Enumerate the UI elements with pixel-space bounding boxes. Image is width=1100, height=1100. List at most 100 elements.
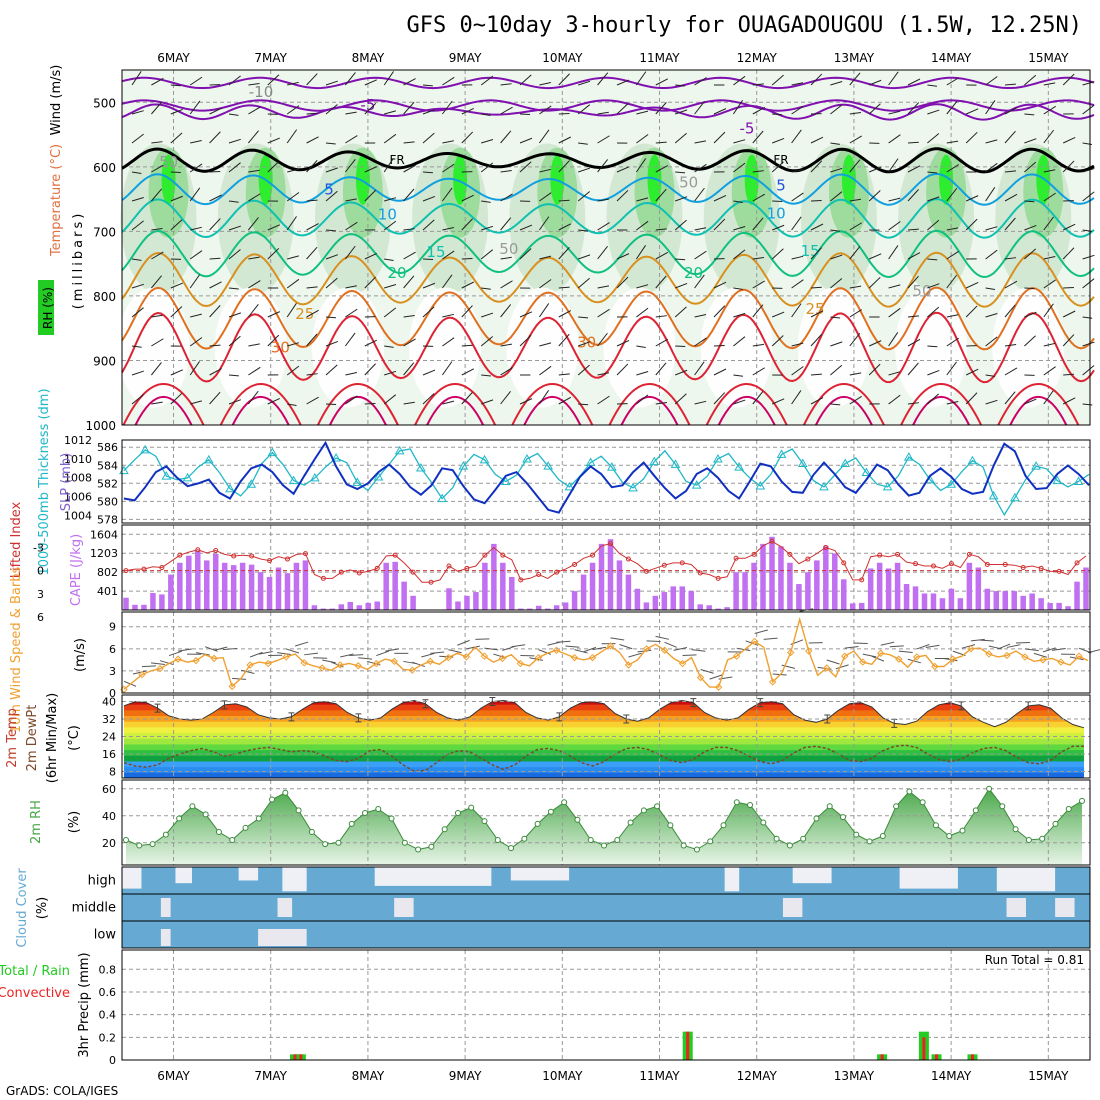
wind-barb — [675, 369, 688, 376]
thickness-point — [1010, 492, 1020, 502]
date-label-bottom: 6MAY — [157, 1069, 190, 1083]
wind-barb — [364, 189, 377, 202]
precip-frame — [121, 949, 1091, 1061]
wind-barb — [248, 217, 259, 231]
wind-barb — [325, 167, 339, 173]
temp-band — [122, 693, 1090, 699]
rh-point — [428, 843, 435, 850]
wind-barb — [1043, 82, 1056, 86]
cloud-clear-low — [258, 929, 307, 946]
wind-barb — [1043, 105, 1056, 115]
wind-barb — [306, 286, 318, 289]
cape-bar — [1056, 602, 1062, 610]
pressure-tick-label: 600 — [93, 161, 116, 175]
wind-speed-point — [444, 653, 453, 662]
wind-barb-10m — [709, 674, 723, 680]
cape-bar — [446, 588, 452, 610]
wind-barb — [830, 364, 843, 376]
wind-barb — [442, 227, 454, 231]
wind-barb — [558, 310, 572, 318]
precip-convective-bar — [299, 1054, 303, 1060]
temp-tick-label: 8 — [109, 765, 116, 778]
wind-barb — [752, 170, 764, 173]
wind-barb-10m — [457, 639, 470, 646]
wind-barb — [752, 256, 764, 260]
wind-barb — [713, 392, 726, 405]
wind-barb-10m — [412, 661, 426, 668]
wind-barb — [791, 279, 804, 289]
wind-barb — [306, 136, 319, 144]
slp-tick-label: 1012 — [64, 434, 92, 447]
cape-bar — [876, 562, 883, 610]
cape-bar — [751, 562, 757, 610]
temp-minmax-bar — [221, 700, 228, 710]
cape-tick-label: 1203 — [90, 547, 118, 560]
wind-barb — [965, 218, 978, 231]
lifted-index-point — [518, 577, 524, 583]
wind-barb-10m — [511, 644, 526, 648]
wind-barb — [655, 362, 667, 376]
wind-barb — [830, 278, 843, 289]
wind-barb — [519, 137, 533, 144]
cape-bar — [1002, 591, 1009, 610]
wind-barb — [597, 135, 610, 144]
wind-barb — [170, 306, 183, 318]
cape-bar — [455, 601, 461, 610]
wind-barb — [422, 306, 435, 318]
wind-barb-10m — [907, 658, 922, 664]
precip-tick-label: 0.2 — [99, 1031, 117, 1044]
wind-barb — [636, 345, 646, 349]
wind-barb — [287, 168, 299, 173]
thickness-tick-label: 584 — [97, 459, 118, 472]
wind-barb — [325, 254, 339, 260]
wind-barb — [810, 334, 822, 347]
wind-barb — [577, 364, 590, 376]
isotherm-arc — [122, 383, 205, 426]
wind-barb — [868, 103, 881, 115]
thickness-point — [352, 477, 363, 486]
wind-barb — [985, 76, 998, 86]
wind-barb — [558, 136, 572, 144]
wind-barb — [539, 105, 552, 115]
date-label-top: 12MAY — [737, 51, 778, 65]
precip-convective-bar — [293, 1054, 297, 1060]
wind-barb — [927, 196, 940, 202]
temp-band — [124, 726, 1084, 734]
wind-barb — [946, 227, 959, 231]
wind-barb — [1062, 160, 1075, 173]
wind-barb — [461, 194, 475, 202]
wind-barb-10m — [295, 641, 309, 647]
wind-speed-point — [1021, 653, 1029, 661]
wind-barb — [170, 84, 181, 87]
wind-speed-point — [678, 659, 687, 668]
date-label-top: 15MAY — [1028, 51, 1069, 65]
wind-barb — [1062, 223, 1076, 231]
footer-credit: GrADS: COLA/IGES — [6, 1084, 118, 1098]
cape-bar — [661, 592, 668, 610]
thickness-point — [203, 454, 214, 464]
wind-speed-point — [931, 662, 939, 671]
lifted-index-point — [267, 558, 273, 564]
cape-bar — [598, 543, 605, 610]
rh-point — [972, 807, 979, 814]
wind-barb — [441, 274, 453, 289]
wind-barb — [927, 345, 938, 348]
wind-barb — [131, 370, 144, 376]
rh-point — [866, 838, 873, 845]
wind-barb — [325, 316, 336, 319]
isotherm-arc — [815, 396, 873, 426]
wind-barb — [558, 333, 570, 347]
wind-barb — [209, 368, 222, 376]
wind-barb — [927, 84, 938, 87]
wind-barb-10m — [340, 653, 354, 658]
lifted-index-point — [625, 556, 631, 562]
cape-bar — [643, 602, 650, 610]
cape-bar — [500, 562, 506, 610]
cape-bar — [607, 539, 614, 610]
rh-point — [680, 842, 687, 849]
wind-barb — [927, 306, 940, 318]
wind-barb — [830, 341, 843, 347]
wind-barb — [675, 196, 688, 202]
wind-barb — [1062, 247, 1075, 260]
rh-point — [999, 803, 1006, 810]
